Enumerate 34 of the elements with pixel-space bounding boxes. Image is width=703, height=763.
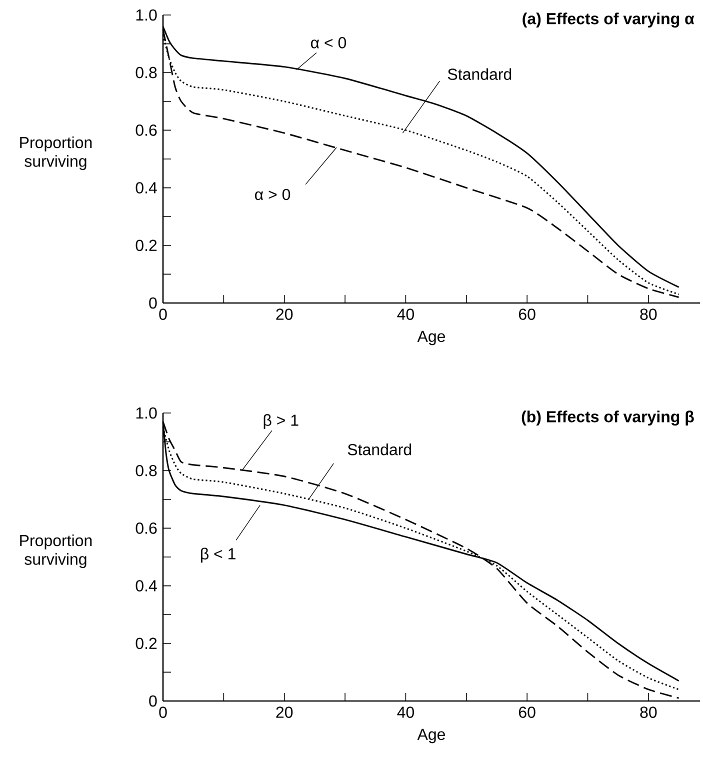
chart-title: (a) Effects of varying α	[522, 12, 694, 28]
y-tick-label: 0.8	[136, 464, 157, 476]
y-tick-label: 0.6	[136, 522, 157, 534]
y-tick-label: 0	[149, 297, 157, 309]
y-tick-label: 0.2	[136, 638, 157, 650]
annotation: Standard	[448, 68, 512, 80]
y-tick-label: 0.8	[136, 66, 157, 78]
y-axis-title: Proportion surviving	[20, 136, 92, 170]
annotation: α < 0	[310, 37, 346, 48]
x-tick-label: 0	[159, 308, 167, 320]
x-tick-label: 80	[640, 308, 657, 320]
annotation: β > 1	[264, 414, 298, 430]
y-tick-label: 0	[149, 695, 157, 707]
y-tick-label: 1.0	[136, 9, 157, 21]
x-axis-title: Age	[417, 330, 446, 346]
x-axis-title: Age	[417, 728, 446, 744]
annotation: α > 0	[255, 188, 290, 200]
y-tick-label: 0.6	[136, 124, 157, 136]
x-tick-label: 60	[518, 308, 536, 320]
annotation: Standard	[348, 444, 412, 456]
y-tick-label: 0.4	[136, 182, 157, 194]
chart-title: (b) Effects of varying β	[522, 410, 694, 426]
x-tick-label: 60	[518, 706, 536, 718]
x-tick-label: 0	[159, 706, 167, 718]
x-tick-label: 40	[397, 706, 414, 718]
y-tick-label: 0.2	[136, 240, 157, 252]
x-tick-label: 80	[640, 706, 657, 718]
x-tick-label: 20	[276, 706, 293, 718]
x-tick-label: 20	[276, 308, 293, 320]
y-tick-label: 1.0	[136, 407, 157, 419]
x-tick-label: 40	[397, 308, 414, 320]
annotation: β < 1	[201, 548, 236, 563]
y-tick-label: 0.4	[136, 580, 157, 592]
y-axis-title: Proportion surviving	[20, 534, 92, 568]
